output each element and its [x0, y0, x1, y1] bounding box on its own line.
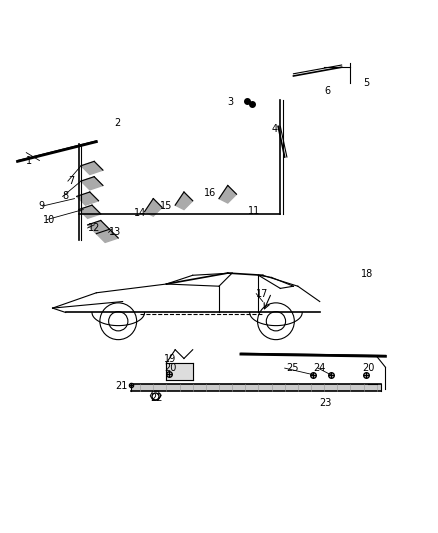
Text: 7: 7	[68, 176, 74, 186]
Text: 17: 17	[256, 289, 268, 298]
Text: 23: 23	[319, 398, 331, 408]
Text: 3: 3	[228, 97, 234, 107]
Text: 20: 20	[165, 363, 177, 373]
Text: 19: 19	[164, 354, 177, 365]
Polygon shape	[175, 192, 193, 209]
Text: 10: 10	[42, 215, 55, 224]
Text: 15: 15	[160, 201, 172, 212]
Polygon shape	[96, 229, 118, 243]
Text: 11: 11	[247, 206, 260, 216]
Text: 22: 22	[150, 393, 162, 403]
Text: 9: 9	[38, 201, 44, 211]
Text: 13: 13	[109, 228, 121, 237]
Text: 25: 25	[286, 363, 299, 373]
Text: 20: 20	[363, 363, 375, 373]
Text: 14: 14	[134, 208, 146, 218]
Polygon shape	[131, 384, 381, 391]
Polygon shape	[79, 205, 101, 219]
Text: 21: 21	[115, 381, 127, 391]
Text: 24: 24	[313, 363, 325, 373]
Polygon shape	[81, 161, 103, 174]
Text: 18: 18	[361, 269, 374, 279]
Text: 16: 16	[204, 188, 216, 198]
Polygon shape	[166, 363, 193, 381]
Text: 12: 12	[88, 223, 100, 233]
Text: 5: 5	[364, 78, 370, 88]
Polygon shape	[145, 199, 162, 216]
Text: 1: 1	[26, 156, 32, 166]
Text: 4: 4	[272, 124, 278, 134]
Text: 8: 8	[63, 191, 69, 201]
Text: 6: 6	[324, 86, 330, 96]
Text: 2: 2	[114, 118, 120, 128]
Polygon shape	[77, 192, 99, 205]
Polygon shape	[219, 185, 237, 203]
Polygon shape	[88, 221, 110, 233]
Polygon shape	[81, 177, 103, 190]
